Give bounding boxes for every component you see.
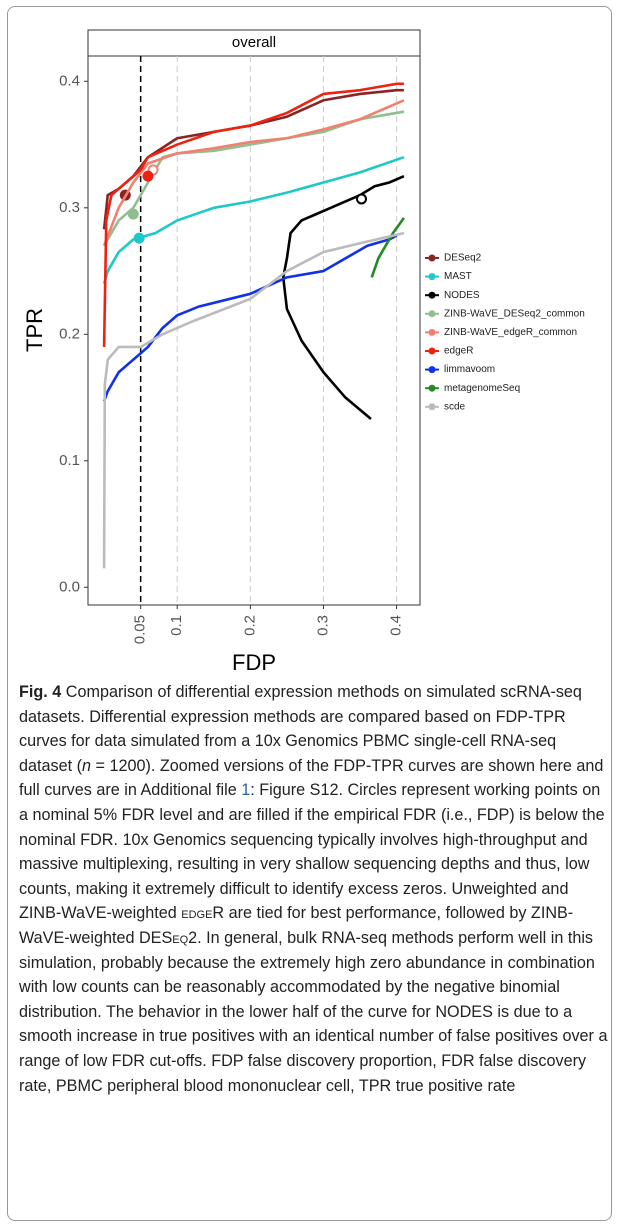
x-tick-label: 0.2 (241, 615, 258, 636)
series-line (102, 234, 398, 402)
legend-label: ZINB-WaVE_edgeR_common (444, 327, 577, 338)
y-tick-label: 0.0 (59, 578, 80, 595)
caption-text: is due to a smooth increase in true posi… (19, 1002, 608, 1095)
y-tick-label: 0.4 (59, 72, 80, 89)
x-tick-label: 0.3 (314, 615, 331, 636)
caption-text: NODES (435, 1002, 493, 1021)
legend-label: MAST (444, 271, 472, 282)
caption-text: Comparison of differential expression me… (19, 683, 582, 775)
series-line (102, 155, 405, 285)
legend-label: ZINB-WaVE_DESeq2_common (444, 308, 585, 319)
legend-label: limmavoom (444, 364, 495, 375)
caption-text: n (82, 756, 92, 775)
caption-text: : Figure S12. Circles represent working … (19, 781, 605, 923)
caption-text: edgeR (181, 904, 225, 923)
caption-text: are tied for best performance, followed … (19, 904, 574, 947)
working-point (133, 232, 145, 244)
plot-area (87, 55, 421, 606)
figure-frame (7, 6, 612, 1221)
legend-label: metagenomeSeq (444, 383, 520, 394)
caption-link[interactable]: 1 (241, 781, 251, 800)
x-tick-label: 0.4 (388, 615, 405, 636)
series-line (102, 99, 405, 247)
x-axis-title: FDP (232, 650, 276, 675)
y-axis-title: TPR (22, 308, 47, 352)
caption-text: = 1200). Zoomed versions of the FDP-TPR … (19, 756, 604, 800)
caption-text: DESeq2 (138, 928, 198, 947)
legend-label: edgeR (444, 346, 473, 357)
series-line (281, 174, 405, 421)
y-tick-label: 0.2 (59, 325, 80, 342)
working-point (355, 193, 367, 205)
working-point (142, 170, 154, 182)
series-line (102, 231, 405, 569)
working-point (127, 208, 139, 220)
caption: Fig. 4 Comparison of differential expres… (19, 680, 609, 1098)
series-line (370, 217, 405, 278)
legend-label: scde (444, 401, 466, 412)
y-tick-label: 0.3 (59, 199, 80, 216)
chart: overall FDP TPR 0.05 0.1 0.2 0.3 0.4 0.0 0.1 0.… (22, 29, 585, 675)
caption-text: . In general, bulk RNA-seq methods perfo… (19, 928, 595, 1021)
legend-label: NODES (444, 290, 480, 301)
legend-label: DESeq2 (444, 253, 482, 264)
panel-title: overall (232, 34, 276, 51)
x-tick-label: 0.05 (132, 615, 149, 644)
caption-label: Fig. 4 (19, 683, 62, 701)
series-line (102, 82, 404, 347)
y-tick-label: 0.1 (59, 452, 80, 469)
x-tick-label: 0.1 (168, 615, 185, 636)
